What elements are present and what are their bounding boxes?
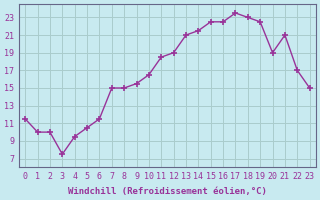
X-axis label: Windchill (Refroidissement éolien,°C): Windchill (Refroidissement éolien,°C) bbox=[68, 187, 267, 196]
